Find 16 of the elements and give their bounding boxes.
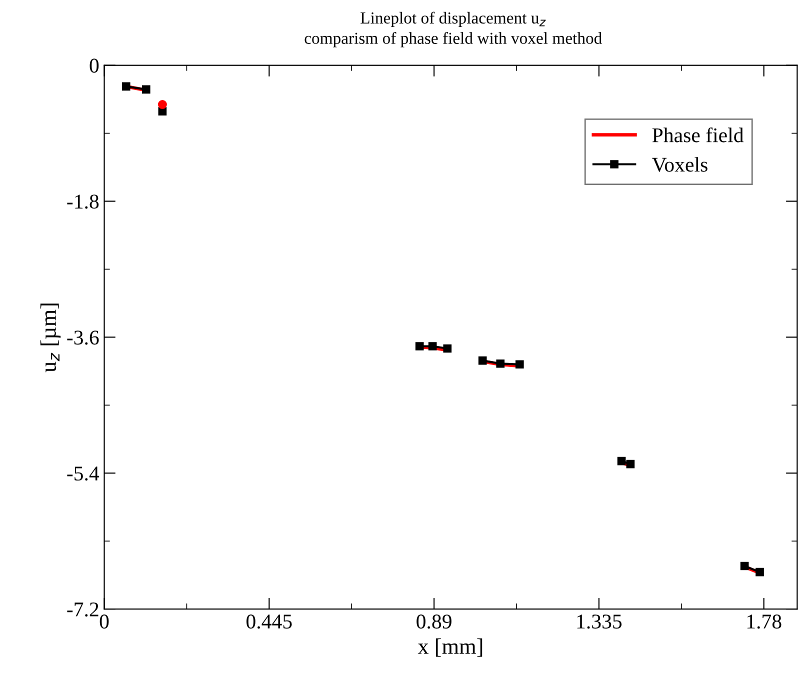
x-tick-label: 1.335 xyxy=(577,614,622,629)
y-tick-label: -5.4 xyxy=(67,466,100,481)
legend-label: Phase field xyxy=(652,127,744,142)
legend-label: Voxels xyxy=(652,157,708,172)
y-tick-label: -1.8 xyxy=(67,194,99,209)
x-axis-title: x [mm] xyxy=(418,638,482,657)
chart-subtitle: comparism of phase field with voxel method xyxy=(304,32,602,48)
x-tick-label: 1.78 xyxy=(747,614,782,629)
chart-title: Lineplot of displacement u$_{z}$ xyxy=(360,12,546,28)
x-tick-label: 0 xyxy=(100,614,109,629)
y-axis-title: u$_{z}$ [µm] xyxy=(40,304,61,372)
y-tick-label: -3.6 xyxy=(67,330,99,345)
y-tick-label: 0 xyxy=(90,58,99,73)
x-tick-label: 0.89 xyxy=(416,614,452,629)
x-tick-label: 0.445 xyxy=(246,614,292,629)
y-tick-label: -7.2 xyxy=(67,602,98,617)
